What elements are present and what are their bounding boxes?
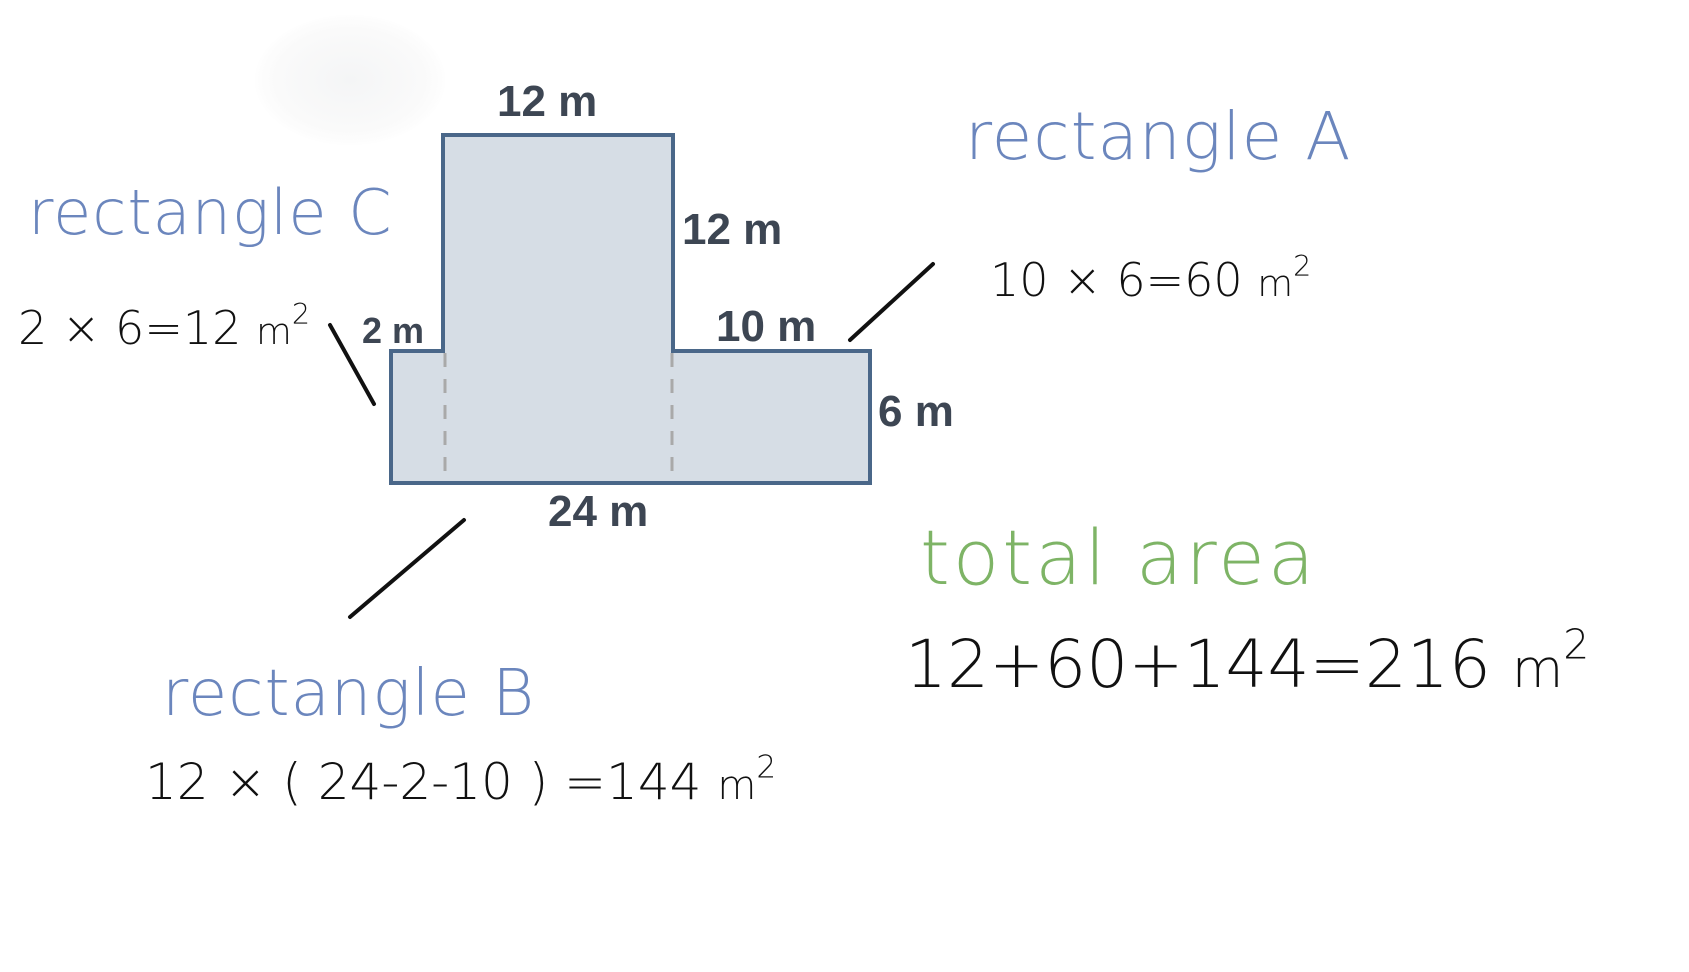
rectangle-b-label: rectangle B (162, 657, 536, 731)
rectangle-a-calculation: 10 × 6=60 m2 (990, 252, 1311, 305)
dimension-tower-right: 12 m (682, 205, 783, 254)
pointer-line-b (348, 518, 466, 619)
total-area-unit: m (1511, 639, 1564, 700)
rectangle-b-formula: 12 × ( 24-2-10 ) =144 (145, 753, 702, 811)
total-area-label: total area (920, 513, 1318, 602)
rectangle-a-exponent: 2 (1293, 250, 1312, 284)
total-area-formula: 12+60+144=216 (905, 626, 1491, 703)
rectangle-c-formula: 2 × 6=12 (18, 301, 242, 355)
dimension-bottom: 24 m (548, 487, 649, 536)
rectangle-b-calculation: 12 × ( 24-2-10 ) =144 m2 (145, 752, 776, 809)
rectangle-b-exponent: 2 (756, 749, 777, 786)
rectangle-b-unit: m (717, 763, 757, 809)
total-area-calculation: 12+60+144=216 m2 (905, 624, 1589, 700)
pointer-line-c (328, 323, 376, 406)
rectangle-a-formula: 10 × 6=60 (990, 253, 1243, 307)
total-area-exponent: 2 (1563, 620, 1590, 669)
composite-shape (389, 133, 872, 485)
rectangle-a-unit: m (1257, 262, 1294, 305)
rectangle-c-label: rectangle C (28, 176, 393, 249)
dimension-top: 12 m (497, 77, 598, 126)
dimension-left-step: 2 m (362, 310, 425, 351)
rectangle-c-exponent: 2 (291, 298, 311, 332)
rectangle-c-unit: m (256, 310, 292, 353)
background-smudge (255, 15, 445, 145)
rectangle-c-calculation: 2 × 6=12 m2 (18, 300, 310, 353)
pointer-line-a (848, 262, 935, 342)
dimension-right-side: 6 m (878, 387, 954, 436)
dimension-right-step: 10 m (716, 302, 817, 351)
rectangle-a-label: rectangle A (965, 98, 1352, 175)
